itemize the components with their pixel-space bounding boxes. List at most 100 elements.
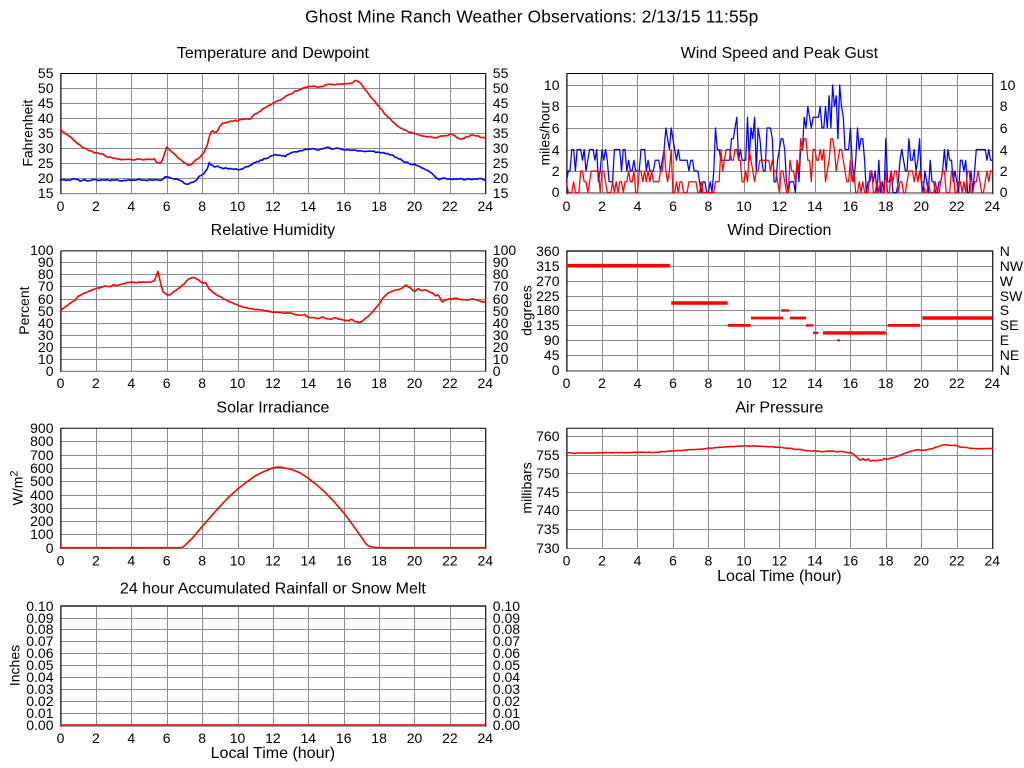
svg-text:12: 12 xyxy=(772,553,788,569)
svg-text:22: 22 xyxy=(949,553,965,569)
svg-text:E: E xyxy=(1000,332,1009,348)
svg-text:80: 80 xyxy=(38,266,54,282)
svg-text:0: 0 xyxy=(1000,184,1008,200)
svg-text:2: 2 xyxy=(92,375,100,391)
svg-text:70: 70 xyxy=(493,278,509,294)
svg-text:0.09: 0.09 xyxy=(493,610,520,626)
svg-text:50: 50 xyxy=(493,303,509,319)
svg-text:12: 12 xyxy=(265,375,281,391)
svg-text:0.06: 0.06 xyxy=(493,645,520,661)
svg-text:800: 800 xyxy=(30,433,54,449)
svg-text:900: 900 xyxy=(30,420,54,436)
svg-text:24: 24 xyxy=(478,375,494,391)
svg-text:Solar Irradiance: Solar Irradiance xyxy=(216,400,329,417)
svg-text:2: 2 xyxy=(552,163,560,179)
svg-text:16: 16 xyxy=(843,553,859,569)
svg-text:15: 15 xyxy=(38,185,54,201)
svg-text:W: W xyxy=(1000,273,1014,289)
svg-text:14: 14 xyxy=(301,553,317,569)
svg-text:0.02: 0.02 xyxy=(26,693,53,709)
svg-text:45: 45 xyxy=(38,95,54,111)
svg-text:20: 20 xyxy=(407,375,423,391)
svg-text:14: 14 xyxy=(301,198,317,214)
svg-text:6: 6 xyxy=(163,375,171,391)
svg-text:20: 20 xyxy=(914,198,930,214)
svg-text:8: 8 xyxy=(705,553,713,569)
svg-text:14: 14 xyxy=(301,375,317,391)
svg-text:30: 30 xyxy=(38,327,54,343)
svg-text:0.00: 0.00 xyxy=(493,717,520,733)
svg-text:20: 20 xyxy=(407,198,423,214)
svg-text:740: 740 xyxy=(536,502,560,518)
svg-text:16: 16 xyxy=(336,553,352,569)
svg-text:300: 300 xyxy=(30,500,54,516)
svg-text:24: 24 xyxy=(985,198,1001,214)
svg-text:2: 2 xyxy=(1000,163,1008,179)
svg-text:0.06: 0.06 xyxy=(26,645,53,661)
svg-text:600: 600 xyxy=(30,460,54,476)
svg-text:2: 2 xyxy=(92,198,100,214)
svg-text:Wind Direction: Wind Direction xyxy=(727,222,831,239)
svg-text:40: 40 xyxy=(493,315,509,331)
svg-text:0.07: 0.07 xyxy=(26,633,53,649)
svg-text:10: 10 xyxy=(230,553,246,569)
svg-text:360: 360 xyxy=(536,243,560,259)
svg-text:0: 0 xyxy=(493,363,501,379)
svg-text:18: 18 xyxy=(878,553,894,569)
svg-text:0: 0 xyxy=(57,198,65,214)
svg-text:millibars: millibars xyxy=(519,462,535,513)
svg-text:8: 8 xyxy=(198,375,206,391)
svg-text:4: 4 xyxy=(127,198,135,214)
svg-text:14: 14 xyxy=(807,375,823,391)
svg-text:0.05: 0.05 xyxy=(493,657,520,673)
svg-text:18: 18 xyxy=(371,553,387,569)
svg-text:20: 20 xyxy=(38,170,54,186)
svg-text:miles/hour: miles/hour xyxy=(536,101,552,166)
svg-text:0.03: 0.03 xyxy=(26,681,53,697)
svg-text:Local Time (hour): Local Time (hour) xyxy=(211,745,336,762)
svg-text:180: 180 xyxy=(536,302,560,318)
svg-text:755: 755 xyxy=(536,447,560,463)
svg-text:4: 4 xyxy=(127,375,135,391)
svg-text:225: 225 xyxy=(536,288,560,304)
svg-text:270: 270 xyxy=(536,273,560,289)
svg-text:0: 0 xyxy=(563,198,571,214)
svg-text:2: 2 xyxy=(598,553,606,569)
svg-text:0.09: 0.09 xyxy=(26,610,53,626)
svg-text:400: 400 xyxy=(30,487,54,503)
svg-text:16: 16 xyxy=(336,375,352,391)
svg-text:70: 70 xyxy=(38,278,54,294)
svg-text:2: 2 xyxy=(598,198,606,214)
svg-text:Inches: Inches xyxy=(7,645,23,686)
svg-text:15: 15 xyxy=(493,185,509,201)
svg-text:50: 50 xyxy=(493,80,509,96)
svg-text:12: 12 xyxy=(772,375,788,391)
svg-text:0: 0 xyxy=(46,363,54,379)
svg-text:20: 20 xyxy=(407,730,423,746)
svg-text:10: 10 xyxy=(736,375,752,391)
svg-text:12: 12 xyxy=(265,730,281,746)
svg-text:16: 16 xyxy=(336,730,352,746)
svg-text:6: 6 xyxy=(163,553,171,569)
svg-text:8: 8 xyxy=(198,730,206,746)
svg-text:0: 0 xyxy=(57,375,65,391)
svg-text:10: 10 xyxy=(493,351,509,367)
svg-text:20: 20 xyxy=(914,553,930,569)
svg-text:N: N xyxy=(1000,362,1010,378)
svg-text:Temperature and Dewpoint: Temperature and Dewpoint xyxy=(177,45,370,62)
svg-text:2: 2 xyxy=(598,375,606,391)
svg-text:16: 16 xyxy=(843,375,859,391)
svg-text:4: 4 xyxy=(1000,142,1008,158)
svg-text:2: 2 xyxy=(92,730,100,746)
svg-text:0.10: 0.10 xyxy=(26,598,53,614)
svg-text:0.07: 0.07 xyxy=(493,633,520,649)
svg-text:60: 60 xyxy=(493,291,509,307)
svg-text:100: 100 xyxy=(30,526,54,542)
svg-text:SE: SE xyxy=(1000,317,1019,333)
svg-text:50: 50 xyxy=(38,80,54,96)
svg-text:Relative Humidity: Relative Humidity xyxy=(211,222,335,239)
svg-text:12: 12 xyxy=(265,198,281,214)
svg-text:22: 22 xyxy=(442,730,458,746)
svg-text:135: 135 xyxy=(536,317,560,333)
svg-text:Fahrenheit: Fahrenheit xyxy=(19,100,35,167)
